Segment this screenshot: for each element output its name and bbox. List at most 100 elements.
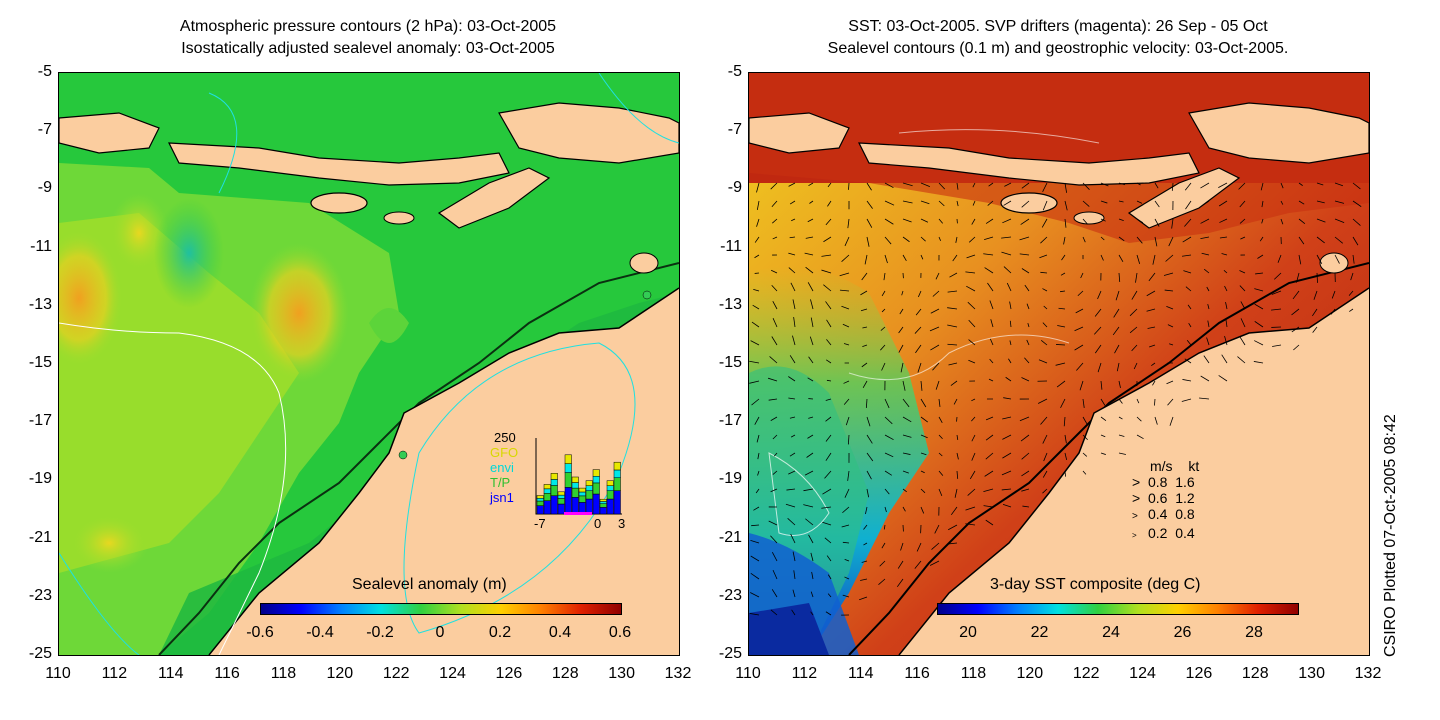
velocity-arrow [1166, 306, 1174, 310]
y-tick-label: -9 [37, 179, 52, 197]
velocity-arrow [1003, 200, 1012, 206]
velocity-arrow [1043, 452, 1048, 462]
velocity-arrow [985, 519, 994, 526]
velocity-arrow [790, 434, 796, 438]
velocity-arrow [1291, 308, 1300, 316]
velocity-arrow [810, 591, 814, 598]
velocity-arrow [947, 343, 958, 346]
velocity-arrow [789, 416, 796, 419]
sealevel-colorbar [260, 603, 622, 615]
y-tick-label: -21 [28, 528, 52, 546]
velocity-arrow [827, 574, 832, 580]
velocity-arrow [1136, 434, 1144, 440]
histogram-bar [592, 469, 600, 477]
velocity-arrow [810, 299, 814, 310]
velocity-arrow [1026, 339, 1030, 346]
velocity-arrow [935, 272, 940, 280]
x-tick-label: 110 [735, 665, 761, 682]
velocity-arrow [1224, 285, 1228, 292]
velocity-arrow [1100, 200, 1108, 204]
x-tick-label: 126 [495, 665, 523, 682]
histogram-bar [536, 505, 544, 515]
colorbar-tick-label: 0.2 [488, 624, 512, 641]
x-tick-label: 132 [664, 665, 692, 682]
velocity-arrow [1077, 290, 1084, 297]
velocity-arrow [804, 252, 814, 256]
velocity-arrow [1039, 254, 1048, 259]
velocity-arrow [1146, 290, 1156, 297]
velocity-arrow [1225, 302, 1228, 310]
y-tick-label: -7 [37, 121, 52, 139]
velocity-arrow [1060, 398, 1066, 408]
x-tick-label: 112 [791, 665, 818, 682]
y-tick-label: -19 [28, 470, 52, 488]
velocity-arrow [1154, 200, 1160, 208]
velocity-arrow [1118, 434, 1125, 437]
velocity-arrow [754, 236, 760, 243]
velocity-arrow [862, 380, 868, 389]
velocity-arrow [947, 542, 958, 545]
velocity-arrow [984, 267, 994, 274]
legend-jsn1: jsn1 [490, 490, 514, 505]
velocity-arrow [938, 452, 943, 457]
velocity-arrow [938, 218, 944, 224]
velocity-arrow [914, 560, 922, 569]
velocity-arrow [750, 555, 760, 562]
velocity-arrow [1118, 398, 1123, 404]
velocity-arrow [1136, 398, 1140, 404]
histogram-bar [557, 503, 565, 515]
velocity-arrow [883, 524, 886, 530]
velocity-arrow [825, 434, 832, 442]
velocity-arrow [809, 336, 814, 346]
velocity-arrow [1001, 236, 1012, 239]
velocity-arrow [1352, 218, 1361, 226]
velocity-arrow [1100, 452, 1106, 455]
velocity-arrow [884, 452, 894, 458]
velocity-arrow [1009, 301, 1012, 310]
velocity-arrow [1136, 200, 1143, 204]
velocity-arrow [966, 285, 976, 292]
sst-map [748, 72, 1370, 656]
histogram-bar [564, 463, 572, 473]
velocity-arrow [752, 304, 760, 310]
velocity-arrow [1271, 308, 1282, 311]
velocity-arrow [807, 218, 814, 223]
velocity-arrow [811, 571, 814, 580]
velocity-arrow [792, 335, 796, 346]
velocity-arrow [1100, 182, 1109, 187]
velocity-arrow [1206, 337, 1210, 346]
velocity-arrow [1273, 272, 1282, 280]
velocity-arrow [825, 416, 832, 422]
velocity-arrow [751, 398, 760, 406]
velocity-arrow [1082, 200, 1090, 207]
velocity-arrow [788, 397, 796, 400]
velocity-arrow [809, 200, 814, 204]
velocity-arrow [772, 300, 778, 310]
velocity-arrow [1042, 434, 1048, 444]
velocity-arrow [807, 282, 814, 292]
velocity-arrow [756, 218, 760, 227]
velocity-arrow [950, 506, 958, 516]
velocity-arrow [842, 323, 850, 328]
velocity-arrow [881, 362, 886, 371]
drifter-period-marker [564, 512, 592, 515]
velocity-arrow [1001, 488, 1012, 491]
velocity-arrow [1060, 290, 1066, 293]
velocity-arrow [1348, 290, 1354, 296]
velocity-arrow [1063, 236, 1066, 245]
velocity-arrow [1082, 236, 1086, 243]
x-tick-label: 132 [1354, 665, 1382, 682]
velocity-arrow [1118, 182, 1126, 186]
velocity-arrow [1185, 200, 1192, 210]
right-title-line1: SST: 03-Oct-2005. SVP drifters (magenta)… [848, 18, 1268, 35]
velocity-arrow [1334, 236, 1344, 244]
velocity-arrow [989, 358, 994, 364]
velocity-arrow [920, 470, 925, 474]
velocity-arrow [824, 470, 832, 479]
velocity-arrow [1312, 308, 1318, 317]
histogram-bar [585, 490, 593, 500]
velocity-arrow [884, 236, 892, 245]
histogram-bar [613, 490, 621, 515]
velocity-arrow [884, 398, 890, 409]
velocity-arrow [1259, 236, 1264, 242]
